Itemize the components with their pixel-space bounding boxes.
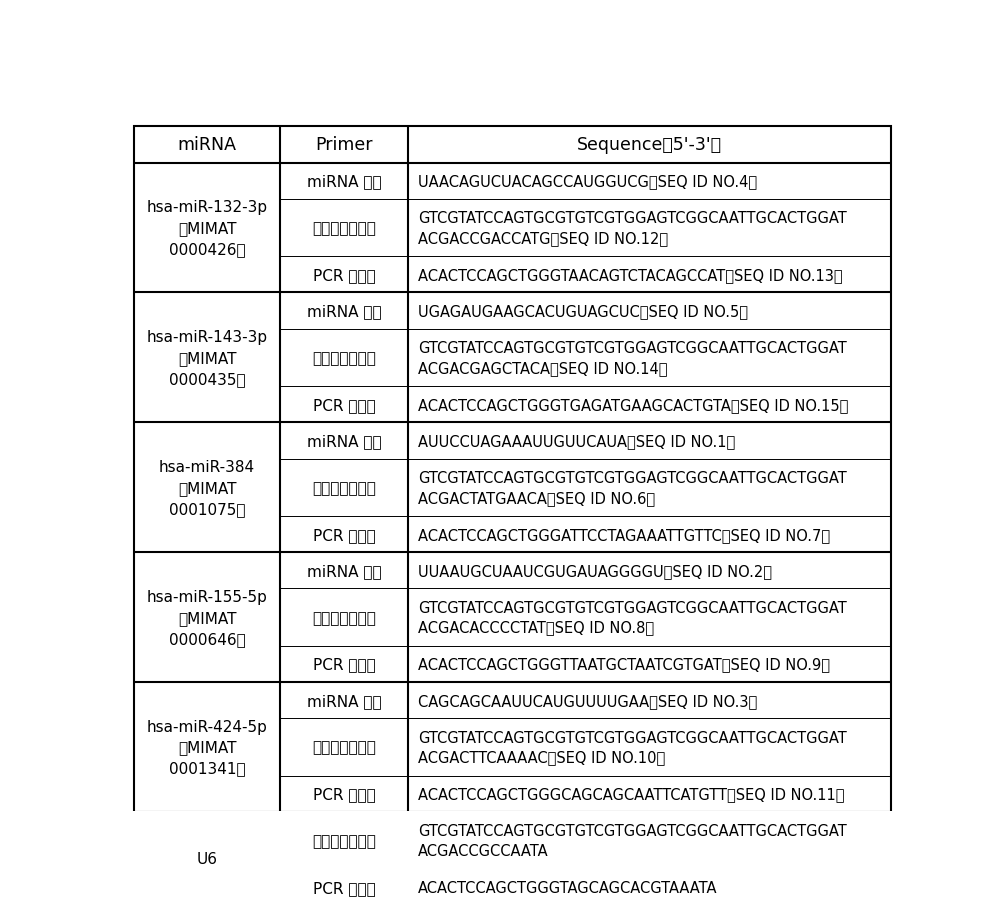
Text: GTCGTATCCAGTGCGTGTCGTGGAGTCGGCAATTGCACTGGAT
ACGACACCCCTAT（SEQ ID NO.8）: GTCGTATCCAGTGCGTGTCGTGGAGTCGGCAATTGCACTG… (418, 600, 847, 635)
Text: hsa-miR-143-3p
（MIMAT
0000435）: hsa-miR-143-3p （MIMAT 0000435） (147, 330, 268, 386)
Text: 反转录引物序列: 反转录引物序列 (312, 740, 376, 755)
Text: hsa-miR-384
（MIMAT
0001075）: hsa-miR-384 （MIMAT 0001075） (159, 459, 255, 517)
Text: PCR 前引物: PCR 前引物 (313, 268, 375, 282)
Text: 反转录引物序列: 反转录引物序列 (312, 834, 376, 848)
Text: AUUCCUAGAAAUUGUUCAUA（SEQ ID NO.1）: AUUCCUAGAAAUUGUUCAUA（SEQ ID NO.1） (418, 434, 735, 448)
Text: ACACTCCAGCTGGGTAACAGTCTACAGCCAT（SEQ ID NO.13）: ACACTCCAGCTGGGTAACAGTCTACAGCCAT（SEQ ID N… (418, 268, 843, 282)
Text: UAACAGUCUACAGCCAUGGUCG（SEQ ID NO.4）: UAACAGUCUACAGCCAUGGUCG（SEQ ID NO.4） (418, 174, 757, 189)
Text: GTCGTATCCAGTGCGTGTCGTGGAGTCGGCAATTGCACTGGAT
ACGACTTCAAAAC（SEQ ID NO.10）: GTCGTATCCAGTGCGTGTCGTGGAGTCGGCAATTGCACTG… (418, 730, 847, 764)
Text: 反转录引物序列: 反转录引物序列 (312, 351, 376, 365)
Text: ACACTCCAGCTGGGTTAATGCTAATCGTGAT（SEQ ID NO.9）: ACACTCCAGCTGGGTTAATGCTAATCGTGAT（SEQ ID N… (418, 657, 830, 671)
Text: hsa-miR-424-5p
（MIMAT
0001341）: hsa-miR-424-5p （MIMAT 0001341） (147, 719, 268, 776)
Text: PCR 前引物: PCR 前引物 (313, 657, 375, 671)
Text: hsa-miR-132-3p
（MIMAT
0000426）: hsa-miR-132-3p （MIMAT 0000426） (147, 200, 268, 257)
Text: ACACTCCAGCTGGGTAGCAGCACGTAAATA: ACACTCCAGCTGGGTAGCAGCACGTAAATA (418, 880, 717, 896)
Text: hsa-miR-155-5p
（MIMAT
0000646）: hsa-miR-155-5p （MIMAT 0000646） (147, 589, 268, 646)
Text: PCR 前引物: PCR 前引物 (313, 880, 375, 896)
Text: Sequence（5'-3'）: Sequence（5'-3'） (577, 136, 722, 154)
Text: miRNA 序列: miRNA 序列 (307, 563, 381, 578)
Text: GTCGTATCCAGTGCGTGTCGTGGAGTCGGCAATTGCACTGGAT
ACGACCGACCATG（SEQ ID NO.12）: GTCGTATCCAGTGCGTGTCGTGGAGTCGGCAATTGCACTG… (418, 210, 847, 246)
Text: ACACTCCAGCTGGGATTCCTAGAAATTGTTC（SEQ ID NO.7）: ACACTCCAGCTGGGATTCCTAGAAATTGTTC（SEQ ID N… (418, 527, 830, 542)
Text: 反转录引物序列: 反转录引物序列 (312, 220, 376, 236)
Text: ACACTCCAGCTGGGTGAGATGAAGCACTGTA（SEQ ID NO.15）: ACACTCCAGCTGGGTGAGATGAAGCACTGTA（SEQ ID N… (418, 397, 848, 413)
Text: miRNA 序列: miRNA 序列 (307, 303, 381, 319)
Text: U6: U6 (197, 852, 218, 866)
Text: ACACTCCAGCTGGGCAGCAGCAATTCATGTT（SEQ ID NO.11）: ACACTCCAGCTGGGCAGCAGCAATTCATGTT（SEQ ID N… (418, 786, 844, 802)
Text: PCR 前引物: PCR 前引物 (313, 786, 375, 802)
Text: miRNA 序列: miRNA 序列 (307, 693, 381, 708)
Text: PCR 前引物: PCR 前引物 (313, 397, 375, 413)
Text: miRNA: miRNA (178, 136, 237, 154)
Text: PCR 前引物: PCR 前引物 (313, 527, 375, 542)
Text: 反转录引物序列: 反转录引物序列 (312, 480, 376, 496)
Text: Primer: Primer (315, 136, 373, 154)
Text: miRNA 序列: miRNA 序列 (307, 434, 381, 448)
Text: UUAAUGCUAAUCGUGAUAGGGGU（SEQ ID NO.2）: UUAAUGCUAAUCGUGAUAGGGGU（SEQ ID NO.2） (418, 563, 772, 578)
Text: UGAGAUGAAGCACUGUAGCUC（SEQ ID NO.5）: UGAGAUGAAGCACUGUAGCUC（SEQ ID NO.5） (418, 303, 748, 319)
Text: GTCGTATCCAGTGCGTGTCGTGGAGTCGGCAATTGCACTGGAT
ACGACCGCCAATA: GTCGTATCCAGTGCGTGTCGTGGAGTCGGCAATTGCACTG… (418, 824, 847, 858)
Text: CAGCAGCAAUUCAUGUUUUGAA（SEQ ID NO.3）: CAGCAGCAAUUCAUGUUUUGAA（SEQ ID NO.3） (418, 693, 757, 708)
Text: GTCGTATCCAGTGCGTGTCGTGGAGTCGGCAATTGCACTGGAT
ACGACTATGAACA（SEQ ID NO.6）: GTCGTATCCAGTGCGTGTCGTGGAGTCGGCAATTGCACTG… (418, 470, 847, 505)
Text: miRNA 序列: miRNA 序列 (307, 174, 381, 189)
Text: 反转录引物序列: 反转录引物序列 (312, 610, 376, 625)
Text: GTCGTATCCAGTGCGTGTCGTGGAGTCGGCAATTGCACTGGAT
ACGACGAGCTACA（SEQ ID NO.14）: GTCGTATCCAGTGCGTGTCGTGGAGTCGGCAATTGCACTG… (418, 341, 847, 375)
